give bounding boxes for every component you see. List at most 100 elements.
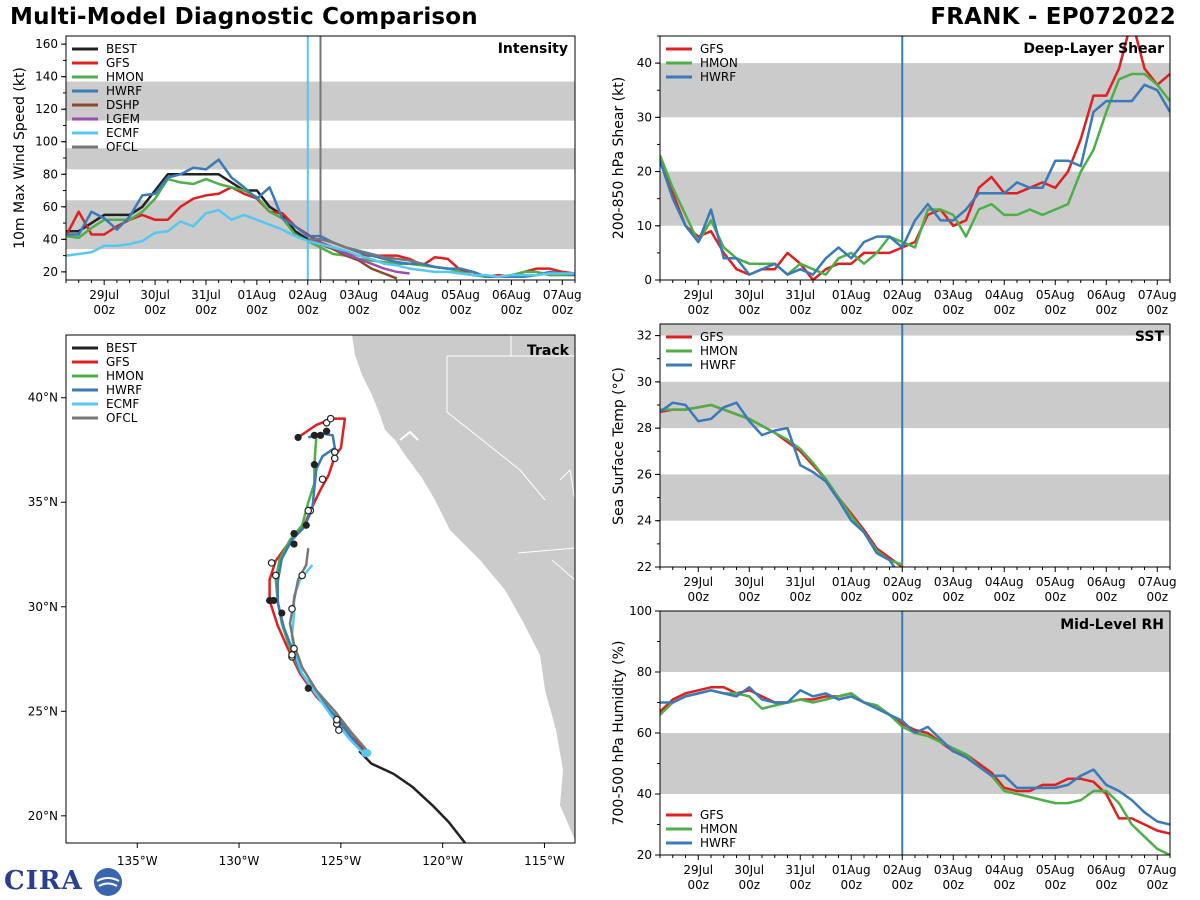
rh-ytick-label: 40 [637,787,652,801]
track-ytick-label: 30°N [28,600,58,614]
intensity-legend-label: DSHP [106,98,139,112]
storm-title: FRANK - EP072022 [930,4,1176,30]
track-marker-hollow [288,605,296,613]
track-legend-label: BEST [106,341,137,355]
rh-xtick-hour: 00z [840,878,862,892]
intensity-ytick-label: 60 [43,200,58,214]
track-legend-label: GFS [106,355,130,369]
shear-title: Deep-Layer Shear [1023,41,1164,57]
sst-band [660,474,1170,521]
sst-xtick-hour: 00z [789,590,811,604]
intensity-xtick-hour: 00z [144,303,166,317]
shear-xtick-date: 01Aug [832,288,871,302]
rh-ytick-label: 60 [637,726,652,740]
shear-xtick-hour: 00z [687,303,709,317]
shear-xtick-date: 07Aug [1138,288,1177,302]
shear-xtick-date: 30Jul [734,288,764,302]
track-marker-hollow [326,414,335,423]
page-title: Multi-Model Diagnostic Comparison [10,4,478,30]
rh-ytick-label: 20 [637,848,652,862]
shear-xtick-date: 02Aug [883,288,922,302]
track-marker-filled [310,431,318,439]
intensity-ytick-label: 140 [35,70,58,84]
track-panel: 20°N 25°N 30°N 35°N 40°N 135°W 130°W 125°W 120°… [28,334,576,868]
intensity-ytick-label: 120 [35,102,58,116]
shear-xtick-hour: 00z [738,303,760,317]
logo-text: CIRA [4,866,83,896]
intensity-legend-label: ECMF [106,126,139,140]
shear-ytick-label: 10 [637,219,652,233]
track-marker-filled [266,596,274,605]
sst-xtick-hour: 00z [1146,590,1168,604]
track-marker-hollow [267,559,276,567]
intensity-xtick-date: 04Aug [390,288,429,302]
shear-series-hmon [660,72,1170,276]
intensity-ytick-label: 20 [43,265,58,279]
rh-xtick-date: 02Aug [883,863,922,877]
shear-xtick-hour: 00z [1095,303,1117,317]
shear-ytick-label: 40 [637,56,652,70]
intensity-xtick-date: 29Jul [89,288,119,302]
intensity-xtick-hour: 00z [551,303,573,317]
rh-legend-label: GFS [700,808,724,822]
track-series-best [358,750,467,843]
shear-xtick-date: 04Aug [985,288,1024,302]
track-marker-hollow [298,571,306,580]
intl-border [517,547,575,554]
intensity-xtick-date: 30Jul [140,288,170,302]
intensity-xtick-hour: 00z [246,303,268,317]
sst-xtick-hour: 00z [993,590,1015,604]
rh-xtick-date: 01Aug [832,863,871,877]
rh-xtick-date: 04Aug [985,863,1024,877]
shear-legend-label: HWRF [700,70,736,84]
track-legend-label: OFCL [106,411,138,425]
intensity-xtick-hour: 00z [195,303,217,317]
shear-legend-label: GFS [700,42,724,56]
track-xtick-label: 115°W [524,854,565,868]
sst-ytick-label: 24 [637,514,652,528]
intensity-ytick-label: 40 [43,232,58,246]
intensity-ytick-label: 100 [35,135,58,149]
sst-title: SST [1135,329,1165,345]
rh-xtick-date: 05Aug [1036,863,1075,877]
track-xtick-label: 125°W [320,854,361,868]
sst-ytick-label: 30 [637,375,652,389]
track-marker-filled [304,684,312,692]
shear-ytick-label: 0 [644,273,652,287]
sst-ytick-label: 28 [637,421,652,435]
intensity-ylabel: 10m Max Wind Speed (kt) [12,67,28,249]
intensity-xtick-date: 05Aug [441,288,480,302]
track-marker-filled [310,461,318,469]
track-ytick-label: 35°N [28,495,58,509]
rh-xtick-date: 30Jul [734,863,764,877]
intensity-legend-label: HWRF [106,84,142,98]
track-marker-filled [278,609,286,617]
state-border-nevada [446,356,546,501]
intensity-legend-label: OFCL [106,140,138,154]
cira-globe-icon [93,868,122,896]
intensity-xtick-date: 06Aug [492,288,531,302]
track-marker-hollow [288,651,296,659]
bay-outline [399,430,419,441]
track-frame [65,334,576,844]
rh-series-hwrf [660,686,1170,826]
intensity-ytick-label: 80 [43,167,58,181]
rh-xtick-hour: 00z [993,878,1015,892]
rh-xtick-date: 03Aug [934,863,973,877]
intensity-xtick-hour: 00z [501,303,523,317]
sst-xtick-hour: 00z [738,590,760,604]
rh-xtick-hour: 00z [687,878,709,892]
sst-legend-label: HWRF [700,358,736,372]
intensity-xtick-date: 01Aug [238,288,277,302]
track-xtick-label: 130°W [219,854,260,868]
track-marker-hollow [335,726,343,734]
sst-xtick-hour: 00z [1095,590,1117,604]
shear-xtick-date: 05Aug [1036,288,1075,302]
track-series-gfs [268,417,369,754]
sst-xtick-date: 07Aug [1138,575,1177,589]
sst-ylabel: Sea Surface Temp (°C) [611,367,627,525]
sst-legend-label: GFS [700,330,724,344]
intensity-ytick-label: 160 [35,37,58,51]
